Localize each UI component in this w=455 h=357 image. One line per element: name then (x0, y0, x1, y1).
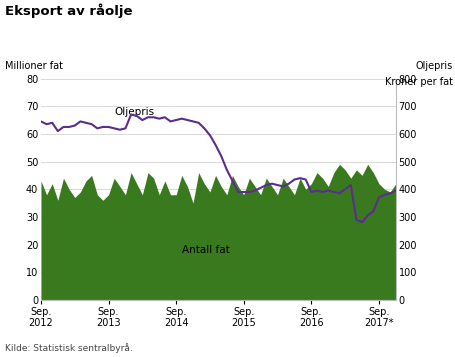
Text: Antall fat: Antall fat (182, 245, 229, 255)
Text: Millioner fat: Millioner fat (5, 61, 62, 71)
Text: Oljepris: Oljepris (415, 61, 453, 71)
Text: Kilde: Statistisk sentralbyrå.: Kilde: Statistisk sentralbyrå. (5, 343, 132, 353)
Text: Kroner per fat: Kroner per fat (385, 77, 453, 87)
Text: Oljepris: Oljepris (114, 106, 154, 116)
Text: Eksport av råolje: Eksport av råolje (5, 4, 132, 18)
